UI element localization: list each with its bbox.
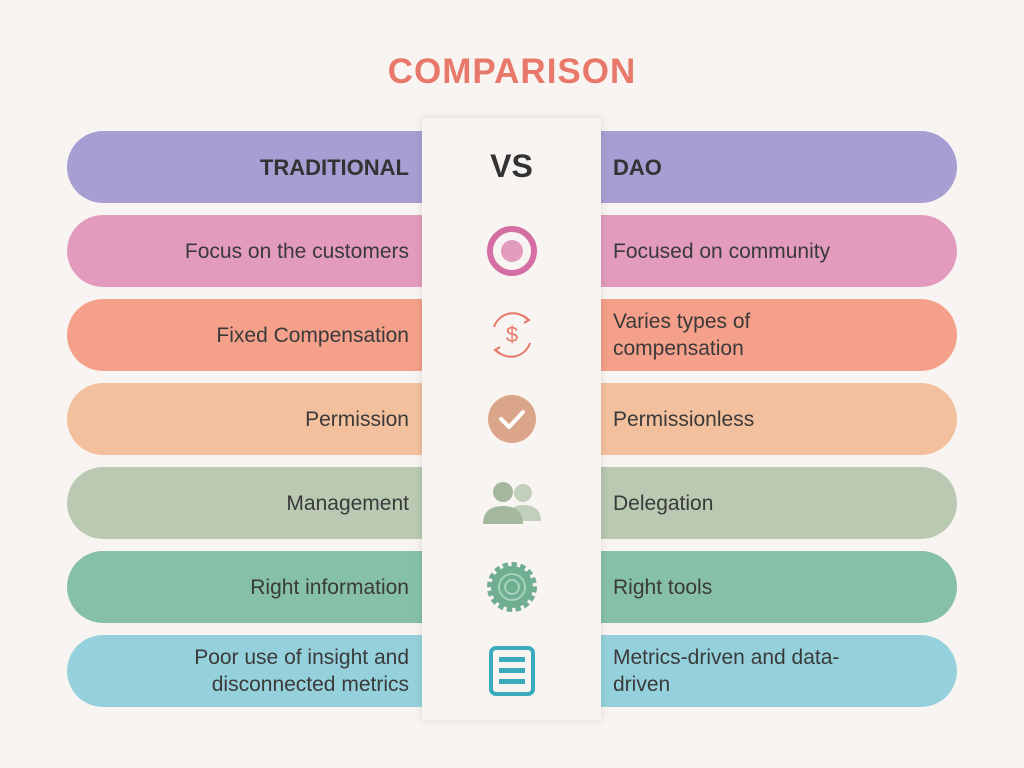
row-right-text: Focused on community <box>613 239 831 263</box>
vs-label: VS <box>490 148 533 184</box>
row-right: Focused on community <box>596 215 957 287</box>
header-right: DAO <box>596 131 957 203</box>
row-right-text: Varies types of <box>613 310 751 333</box>
row-left: Poor use of insight and disconnected metr… <box>67 635 427 707</box>
row-right-text: driven <box>613 673 671 696</box>
header-right-text: DAO <box>613 154 662 180</box>
row-left-text: Management <box>286 491 409 515</box>
title: COMPARISON <box>387 52 637 91</box>
row-right-text: Delegation <box>613 491 714 515</box>
row-left-text: Fixed Compensation <box>216 323 409 347</box>
row-left-text: disconnected metrics <box>211 673 409 696</box>
row-right-text: Metrics-driven and data- <box>613 646 840 669</box>
row-right-text: Right tools <box>613 575 713 599</box>
row-right-text: compensation <box>613 337 744 360</box>
people-icon <box>483 482 541 524</box>
row-left-text: Right information <box>250 575 409 599</box>
row-right: Varies types of compensation <box>596 299 957 371</box>
check-icon <box>488 395 536 443</box>
money-icon: $ <box>493 312 531 358</box>
row-left: Management <box>67 467 427 539</box>
row-left: Right information <box>67 551 427 623</box>
row-right-text: Permissionless <box>613 407 755 431</box>
gear-icon <box>487 562 537 612</box>
row-left: Fixed Compensation <box>67 299 427 371</box>
row-right: Delegation <box>596 467 957 539</box>
header-left: TRADITIONAL <box>67 131 427 203</box>
document-icon <box>489 646 535 696</box>
target-icon <box>487 226 537 276</box>
row-left: Permission <box>67 383 427 455</box>
row-right: Metrics-driven and data-driven <box>596 635 957 707</box>
row-left-text: Permission <box>305 407 409 431</box>
row-right: Right tools <box>596 551 957 623</box>
row-left-text: Poor use of insight and <box>194 646 409 669</box>
svg-text:$: $ <box>506 322 518 347</box>
row-right: Permissionless <box>596 383 957 455</box>
row-left-text: Focus on the customers <box>184 239 409 263</box>
header-left-text: TRADITIONAL <box>259 154 409 180</box>
row-left: Focus on the customers <box>67 215 427 287</box>
